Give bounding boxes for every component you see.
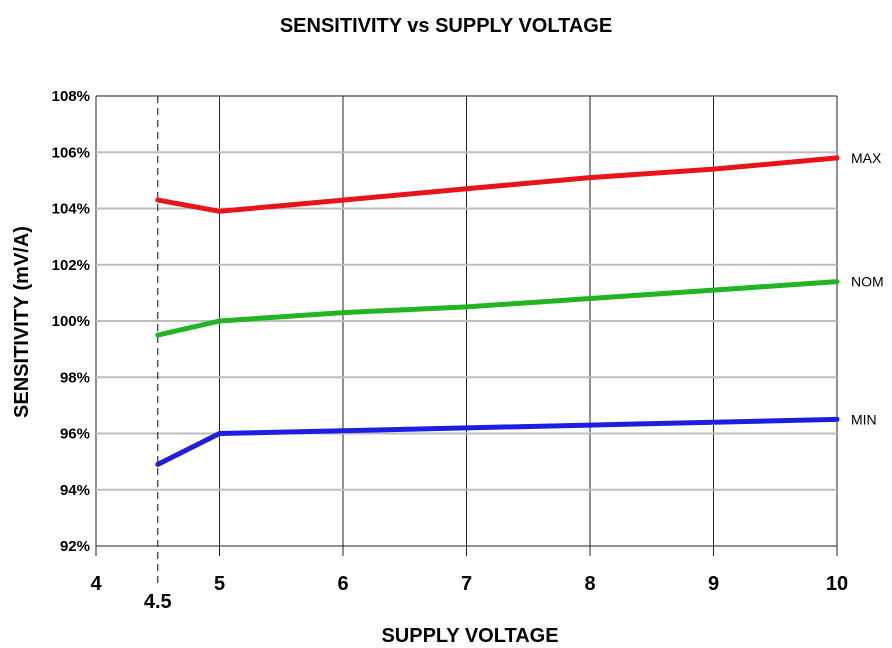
data-point-nom-1 — [218, 319, 221, 323]
series-label-nom: NOM — [851, 274, 884, 290]
series-line-min — [155, 416, 840, 467]
data-point-max-6 — [835, 156, 839, 160]
data-point-nom-2 — [341, 311, 345, 315]
data-point-min-3 — [465, 426, 468, 430]
x-tick-label-0: 4 — [90, 573, 102, 595]
data-point-nom-3 — [465, 305, 468, 309]
y-tick-label-5: 102% — [52, 257, 90, 274]
y-tick-label-7: 106% — [52, 144, 90, 161]
data-point-max-0 — [156, 198, 160, 202]
x-tick-label-1: 5 — [214, 573, 225, 595]
series-group — [155, 155, 840, 467]
data-point-min-4 — [588, 423, 592, 427]
data-point-min-5 — [712, 420, 715, 424]
y-tick-label-3: 98% — [60, 369, 90, 386]
series-line-max — [155, 155, 840, 214]
y-tick-label-1: 94% — [60, 482, 90, 499]
data-point-min-6 — [835, 417, 839, 421]
y-tick-label-4: 100% — [52, 313, 90, 330]
data-point-nom-6 — [835, 280, 839, 284]
data-point-nom-5 — [712, 288, 715, 292]
x-tick-label-4: 8 — [584, 573, 595, 595]
series-labels: MAX NOM MIN — [851, 150, 884, 428]
data-point-max-1 — [218, 209, 221, 213]
data-point-max-4 — [588, 176, 592, 180]
data-point-nom-4 — [588, 297, 592, 300]
x-tick-label-2: 6 — [337, 573, 348, 595]
x-axis-title: SUPPLY VOLTAGE — [381, 625, 558, 647]
y-tick-label-0: 92% — [60, 538, 90, 555]
reference-line-label: 4.5 — [144, 591, 172, 613]
x-tick-label-5: 9 — [708, 573, 719, 595]
y-tick-label-2: 96% — [60, 426, 90, 443]
y-axis-title: SENSITIVITY (mV/A) — [11, 226, 33, 418]
data-point-min-2 — [341, 429, 345, 433]
data-point-max-3 — [465, 187, 468, 191]
series-label-min: MIN — [851, 411, 877, 427]
chart-title: SENSITIVITY vs SUPPLY VOLTAGE — [280, 15, 612, 37]
y-tick-label-6: 104% — [52, 201, 90, 218]
x-tick-labels: 4 5 6 7 8 9 10 — [90, 573, 848, 595]
data-point-max-2 — [341, 198, 345, 202]
y-tick-labels: 92% 94% 96% 98% 100% 102% 104% 106% 108% — [52, 88, 90, 555]
reference-line: 4.5 — [144, 96, 172, 613]
y-tick-label-8: 108% — [52, 88, 90, 105]
series-label-max: MAX — [851, 150, 882, 166]
x-tick-label-6: 10 — [826, 573, 848, 595]
data-point-max-5 — [712, 167, 715, 171]
series-line-nom — [155, 279, 840, 338]
x-tick-label-3: 7 — [461, 573, 472, 595]
data-point-nom-0 — [156, 333, 160, 337]
data-point-min-0 — [156, 462, 160, 466]
data-point-min-1 — [218, 432, 221, 435]
